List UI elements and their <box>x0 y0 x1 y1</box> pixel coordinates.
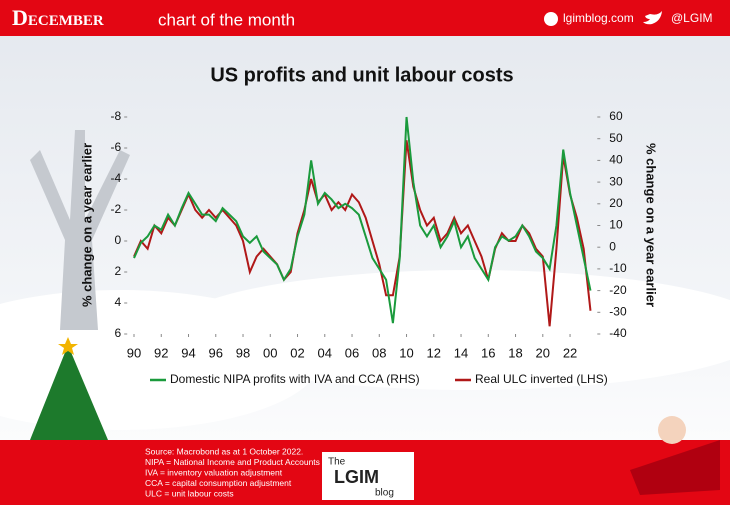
tree-silhouette <box>30 130 130 330</box>
x-tick-label: 96 <box>209 345 223 360</box>
logo-box <box>322 452 414 500</box>
y2-tick-label: 20 <box>609 196 623 210</box>
footer-note: Source: Macrobond as at 1 October 2022. <box>145 446 303 456</box>
series-line <box>133 140 592 327</box>
y2-axis-label: % change on a year earlier <box>644 143 659 307</box>
logo-bottom: blog <box>375 488 394 499</box>
chart-title: US profits and unit labour costs <box>210 64 513 86</box>
header-tagline: chart of the month <box>158 10 295 29</box>
y-tick-label: -4 <box>111 171 122 185</box>
x-tick-label: 18 <box>508 345 522 360</box>
y2-tick-label: -30 <box>609 304 627 318</box>
y2-tick-label: 50 <box>609 131 623 145</box>
y2-tick-label: 40 <box>609 153 623 167</box>
footer-note: CCA = capital consumption adjustment <box>145 478 292 488</box>
x-tick-label: 10 <box>399 345 413 360</box>
x-tick-label: 00 <box>263 345 277 360</box>
header-handle: @LGIM <box>671 11 713 25</box>
santa <box>658 416 686 444</box>
x-tick-label: 08 <box>372 345 386 360</box>
footer-note: NIPA = National Income and Product Accou… <box>145 457 320 467</box>
x-tick-label: 94 <box>181 345 195 360</box>
footer-note: ULC = unit labour costs <box>145 488 234 498</box>
y2-tick-label: 30 <box>609 174 623 188</box>
series-line <box>133 116 592 324</box>
y-tick-label: 2 <box>115 264 122 278</box>
y-tick-label: 0 <box>115 233 122 247</box>
christmas-tree <box>30 345 108 440</box>
y-axis-label: % change on a year earlier <box>79 143 94 307</box>
y2-tick-label: -20 <box>609 283 627 297</box>
legend-label: Domestic NIPA profits with IVA and CCA (… <box>170 372 420 386</box>
y2-tick-label: -40 <box>609 326 627 340</box>
footer-note: IVA = inventory valuation adjustment <box>145 467 283 477</box>
x-tick-label: 20 <box>536 345 550 360</box>
logo-top: The <box>328 457 346 468</box>
x-tick-label: 04 <box>318 345 332 360</box>
legend-label: Real ULC inverted (LHS) <box>475 372 608 386</box>
y-tick-label: -2 <box>111 202 122 216</box>
x-tick-label: 14 <box>454 345 468 360</box>
y-tick-label: -8 <box>111 109 122 123</box>
y-tick-label: 4 <box>115 295 122 309</box>
tree-star <box>58 337 78 355</box>
x-tick-label: 12 <box>427 345 441 360</box>
x-tick-label: 90 <box>127 345 141 360</box>
y-tick-label: 6 <box>115 326 122 340</box>
x-tick-label: 98 <box>236 345 250 360</box>
sleigh <box>630 440 720 495</box>
header-site: lgimblog.com <box>563 11 634 25</box>
x-tick-label: 22 <box>563 345 577 360</box>
x-tick-label: 06 <box>345 345 359 360</box>
y-tick-label: -6 <box>111 140 122 154</box>
logo-main: LGIM <box>334 467 379 487</box>
y2-tick-label: 10 <box>609 218 623 232</box>
header-bar <box>0 0 730 36</box>
y2-tick-label: -10 <box>609 261 627 275</box>
x-tick-label: 02 <box>290 345 304 360</box>
y2-tick-label: 0 <box>609 239 616 253</box>
header-month: December <box>12 5 104 30</box>
twitter-icon <box>643 11 662 25</box>
y2-tick-label: 60 <box>609 109 623 123</box>
x-tick-label: 92 <box>154 345 168 360</box>
x-tick-label: 16 <box>481 345 495 360</box>
site-icon <box>544 12 558 26</box>
